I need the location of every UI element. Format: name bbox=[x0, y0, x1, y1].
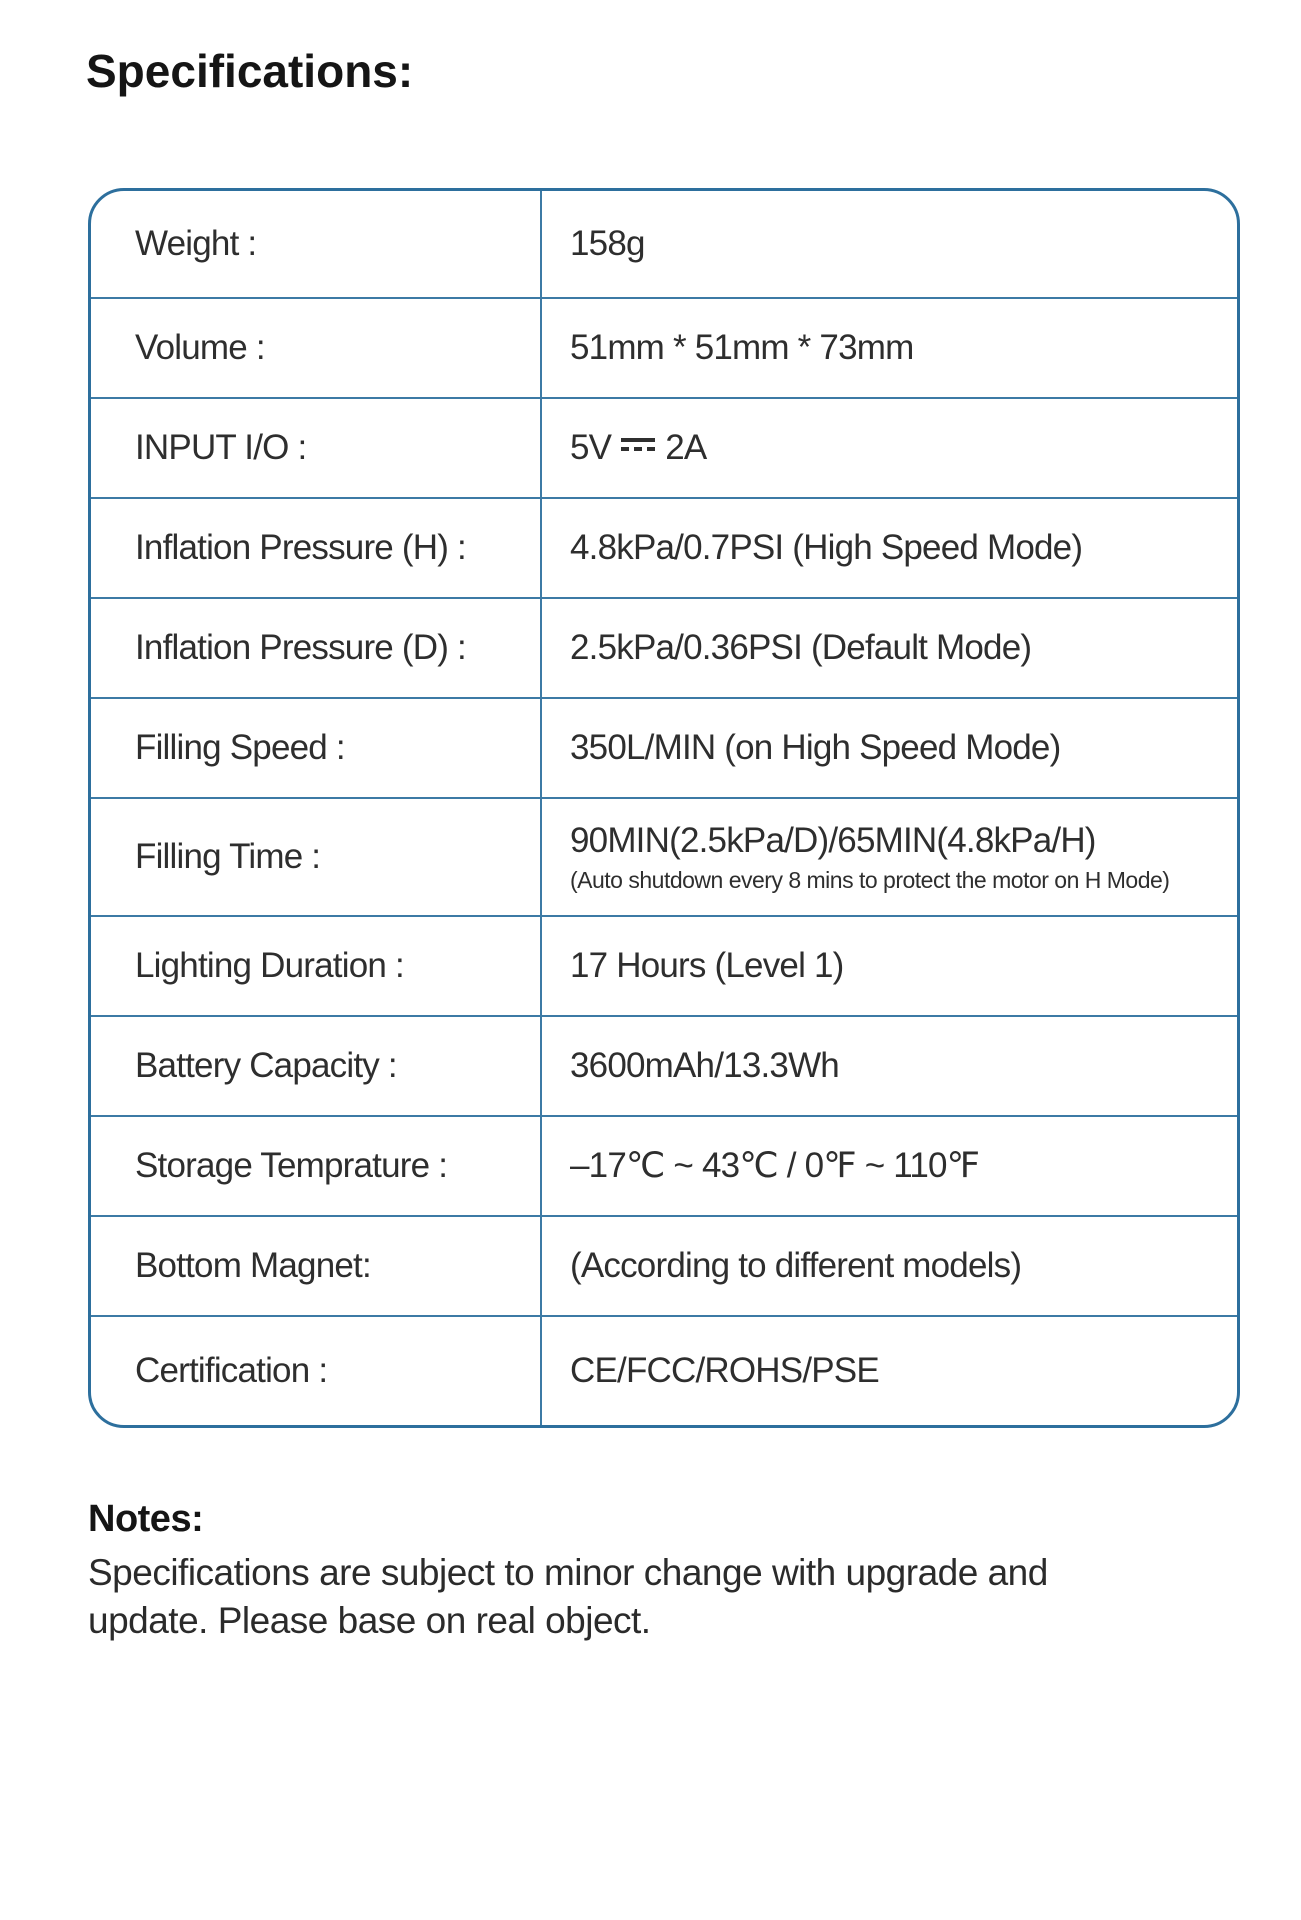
table-row: Filling Speed : 350L/MIN (on High Speed M… bbox=[91, 697, 1237, 797]
spec-label: Certification : bbox=[135, 1351, 328, 1390]
spec-label: Battery Capacity : bbox=[135, 1046, 398, 1085]
spec-value-text: (According to different models) bbox=[570, 1246, 1022, 1285]
spec-value-text: 5V 2A bbox=[570, 428, 707, 467]
spec-value-text: –17℃ ~ 43℃ / 0℉ ~ 110℉ bbox=[570, 1146, 980, 1185]
spec-value-text: 2.5kPa/0.36PSI (Default Mode) bbox=[570, 628, 1032, 667]
notes-heading: Notes: bbox=[88, 1498, 204, 1540]
spec-value-text: 3600mAh/13.3Wh bbox=[570, 1046, 840, 1085]
table-row: Inflation Pressure (D) : 2.5kPa/0.36PSI (… bbox=[91, 597, 1237, 697]
spec-value: 4.8kPa/0.7PSI (High Speed Mode) bbox=[540, 499, 1237, 597]
spec-label: Weight : bbox=[135, 224, 257, 263]
table-row: Filling Time : 90MIN(2.5kPa/D)/65MIN(4.8k… bbox=[91, 797, 1237, 915]
spec-value: 90MIN(2.5kPa/D)/65MIN(4.8kPa/H) (Auto shu… bbox=[540, 799, 1237, 915]
table-row: Lighting Duration : 17 Hours (Level 1) bbox=[91, 915, 1237, 1015]
spec-value-text: 158g bbox=[570, 224, 645, 263]
spec-label: Inflation Pressure (D) : bbox=[135, 628, 467, 667]
notes-text-line: Specifications are subject to minor chan… bbox=[88, 1552, 1048, 1593]
spec-label: Filling Time : bbox=[135, 837, 321, 876]
table-row: Inflation Pressure (H) : 4.8kPa/0.7PSI (H… bbox=[91, 497, 1237, 597]
spec-value: 2.5kPa/0.36PSI (Default Mode) bbox=[540, 599, 1237, 697]
spec-label: Volume : bbox=[135, 328, 266, 367]
spec-value: (According to different models) bbox=[540, 1217, 1237, 1315]
spec-value-text: 17 Hours (Level 1) bbox=[570, 946, 844, 985]
table-row: Storage Temprature : –17℃ ~ 43℃ / 0℉ ~ 11… bbox=[91, 1115, 1237, 1215]
notes-text-line: update. Please base on real object. bbox=[88, 1600, 651, 1641]
spec-value-text: 350L/MIN (on High Speed Mode) bbox=[570, 728, 1061, 767]
spec-value: 350L/MIN (on High Speed Mode) bbox=[540, 699, 1237, 797]
table-row: Certification : CE/FCC/ROHS/PSE bbox=[91, 1315, 1237, 1425]
table-row: Bottom Magnet: (According to different mo… bbox=[91, 1215, 1237, 1315]
spec-value-text: 4.8kPa/0.7PSI (High Speed Mode) bbox=[570, 528, 1083, 567]
spec-label: Lighting Duration : bbox=[135, 946, 405, 985]
dc-voltage-icon bbox=[621, 438, 656, 452]
spec-label: Storage Temprature : bbox=[135, 1146, 448, 1185]
spec-value: 51mm * 51mm * 73mm bbox=[540, 299, 1237, 397]
table-row: INPUT I/O : 5V 2A bbox=[91, 397, 1237, 497]
spec-value-text: CE/FCC/ROHS/PSE bbox=[570, 1351, 880, 1390]
spec-label: Bottom Magnet: bbox=[135, 1246, 372, 1285]
spec-value: 17 Hours (Level 1) bbox=[540, 917, 1237, 1015]
table-row: Battery Capacity : 3600mAh/13.3Wh bbox=[91, 1015, 1237, 1115]
spec-value: CE/FCC/ROHS/PSE bbox=[540, 1317, 1237, 1425]
spec-value-note: (Auto shutdown every 8 mins to protect t… bbox=[570, 866, 1170, 893]
spec-value: –17℃ ~ 43℃ / 0℉ ~ 110℉ bbox=[540, 1117, 1237, 1215]
spec-value-text: 51mm * 51mm * 73mm bbox=[570, 328, 914, 367]
spec-label: INPUT I/O : bbox=[135, 428, 307, 467]
spec-value: 5V 2A bbox=[540, 399, 1237, 497]
table-row: Volume : 51mm * 51mm * 73mm bbox=[91, 297, 1237, 397]
spec-value: 158g bbox=[540, 191, 1237, 297]
spec-label: Inflation Pressure (H) : bbox=[135, 528, 467, 567]
spec-table: Weight : 158g Volume : 51mm * 51mm * 73mm IN… bbox=[88, 188, 1240, 1428]
page-title: Specifications: bbox=[86, 45, 414, 97]
table-row: Weight : 158g bbox=[91, 191, 1237, 297]
spec-value-text: 90MIN(2.5kPa/D)/65MIN(4.8kPa/H) bbox=[570, 820, 1096, 860]
notes-section: Notes: Specifications are subject to min… bbox=[88, 1498, 1238, 1645]
spec-label: Filling Speed : bbox=[135, 728, 346, 767]
spec-value: 3600mAh/13.3Wh bbox=[540, 1017, 1237, 1115]
